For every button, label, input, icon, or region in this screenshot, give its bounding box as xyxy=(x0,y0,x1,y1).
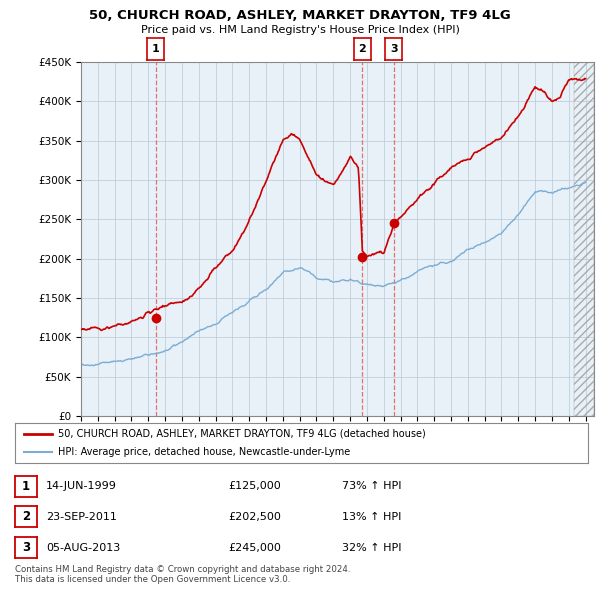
Text: 3: 3 xyxy=(22,541,30,554)
Text: 23-SEP-2011: 23-SEP-2011 xyxy=(46,512,117,522)
Text: £245,000: £245,000 xyxy=(228,543,281,552)
Text: 2: 2 xyxy=(359,44,366,54)
Text: Price paid vs. HM Land Registry's House Price Index (HPI): Price paid vs. HM Land Registry's House … xyxy=(140,25,460,35)
Text: 3: 3 xyxy=(390,44,397,54)
Text: 73% ↑ HPI: 73% ↑ HPI xyxy=(342,481,401,491)
Text: 50, CHURCH ROAD, ASHLEY, MARKET DRAYTON, TF9 4LG (detached house): 50, CHURCH ROAD, ASHLEY, MARKET DRAYTON,… xyxy=(58,429,426,439)
Text: 14-JUN-1999: 14-JUN-1999 xyxy=(46,481,117,491)
Text: 2: 2 xyxy=(22,510,30,523)
Text: £202,500: £202,500 xyxy=(228,512,281,522)
Text: 50, CHURCH ROAD, ASHLEY, MARKET DRAYTON, TF9 4LG: 50, CHURCH ROAD, ASHLEY, MARKET DRAYTON,… xyxy=(89,9,511,22)
Text: Contains HM Land Registry data © Crown copyright and database right 2024.
This d: Contains HM Land Registry data © Crown c… xyxy=(15,565,350,584)
Text: £125,000: £125,000 xyxy=(228,481,281,491)
Text: HPI: Average price, detached house, Newcastle-under-Lyme: HPI: Average price, detached house, Newc… xyxy=(58,447,350,457)
Text: 13% ↑ HPI: 13% ↑ HPI xyxy=(342,512,401,522)
Text: 05-AUG-2013: 05-AUG-2013 xyxy=(46,543,121,552)
Text: 1: 1 xyxy=(152,44,160,54)
Text: 32% ↑ HPI: 32% ↑ HPI xyxy=(342,543,401,552)
Text: 1: 1 xyxy=(22,480,30,493)
